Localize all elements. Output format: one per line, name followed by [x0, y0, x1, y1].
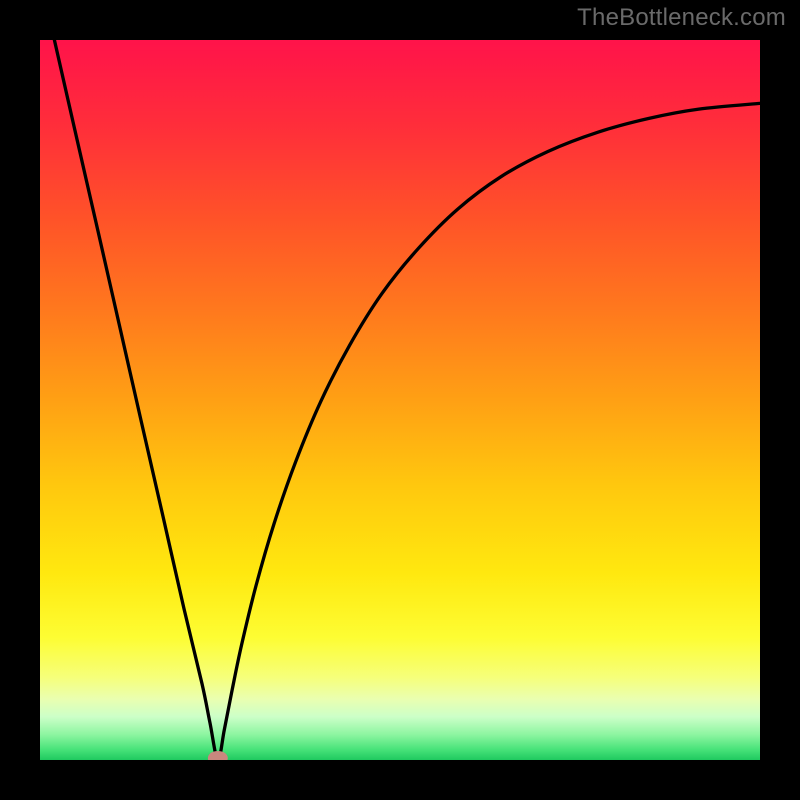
- frame-left: [0, 0, 40, 800]
- plot-background: [40, 40, 760, 760]
- watermark-label: TheBottleneck.com: [577, 4, 786, 32]
- chart-frame: TheBottleneck.com: [0, 0, 800, 800]
- bottleneck-chart: [0, 0, 800, 800]
- frame-right: [760, 0, 800, 800]
- frame-bottom: [0, 760, 800, 800]
